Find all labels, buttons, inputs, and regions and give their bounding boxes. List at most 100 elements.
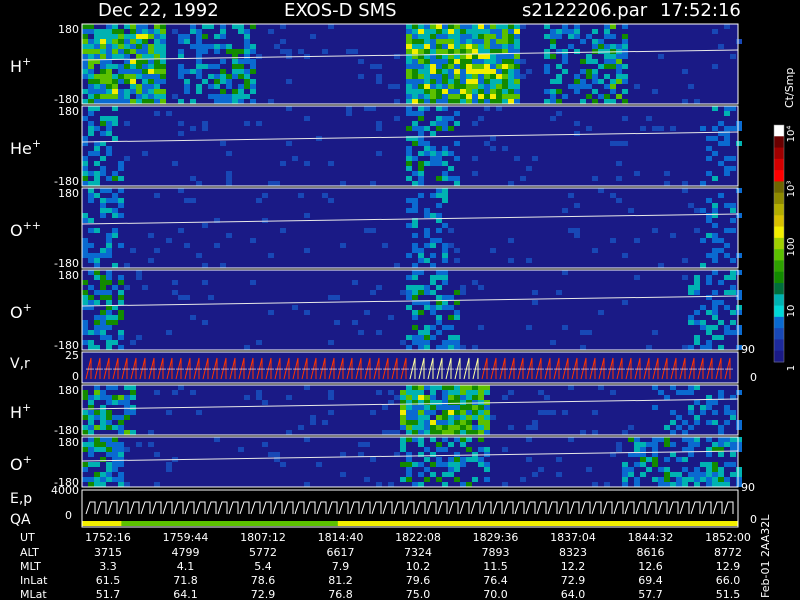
heatmap-cell bbox=[370, 64, 376, 69]
heatmap-cell bbox=[100, 405, 106, 410]
heatmap-cell bbox=[718, 141, 724, 146]
heatmap-cell bbox=[514, 99, 520, 104]
energy-mark bbox=[690, 501, 701, 515]
heatmap-cell bbox=[196, 253, 202, 258]
heatmap-cell bbox=[478, 116, 484, 121]
heatmap-cell bbox=[460, 430, 466, 435]
heatmap-cell bbox=[514, 54, 520, 59]
velocity-mark bbox=[436, 357, 443, 380]
velocity-mark bbox=[292, 357, 299, 380]
heatmap-cell bbox=[118, 94, 124, 99]
velocity-mark bbox=[391, 357, 398, 380]
heatmap-cell bbox=[442, 253, 448, 258]
heatmap-cell bbox=[670, 385, 676, 390]
heatmap-cell bbox=[412, 84, 418, 89]
heatmap-cell bbox=[94, 410, 100, 415]
heatmap-cell bbox=[412, 335, 418, 340]
heatmap-cell bbox=[106, 320, 112, 325]
heatmap-cell bbox=[220, 59, 226, 64]
energy-mark bbox=[415, 501, 426, 515]
heatmap-cell bbox=[454, 156, 460, 161]
heatmap-cell bbox=[100, 420, 106, 425]
heatmap-cell bbox=[496, 54, 502, 59]
heatmap-cell bbox=[88, 94, 94, 99]
heatmap-cell bbox=[436, 400, 442, 405]
heatmap-cell bbox=[496, 74, 502, 79]
heatmap-cell bbox=[304, 385, 310, 390]
heatmap-cell bbox=[196, 410, 202, 415]
heatmap-cell bbox=[88, 89, 94, 94]
heatmap-cell bbox=[112, 452, 118, 457]
heatmap-cell bbox=[718, 320, 724, 325]
heatmap-cell bbox=[118, 176, 124, 181]
heatmap-cell bbox=[448, 64, 454, 69]
heatmap-cell bbox=[460, 29, 466, 34]
heatmap-cell bbox=[712, 126, 718, 131]
heatmap-cell bbox=[112, 99, 118, 104]
ephemeris-value: 61.5 bbox=[96, 574, 121, 587]
colorbar-swatch bbox=[774, 283, 784, 295]
heatmap-cell bbox=[202, 223, 208, 228]
heatmap-cell bbox=[466, 84, 472, 89]
heatmap-cell bbox=[442, 390, 448, 395]
ephemeris-value: 8323 bbox=[559, 546, 587, 559]
heatmap-cell bbox=[442, 223, 448, 228]
heatmap-cell bbox=[730, 290, 736, 295]
heatmap-cell bbox=[424, 126, 430, 131]
heatmap-cell bbox=[238, 447, 244, 452]
heatmap-cell bbox=[490, 24, 496, 29]
heatmap-cell bbox=[130, 340, 136, 345]
heatmap-cell bbox=[664, 437, 670, 442]
heatmap-cell bbox=[448, 89, 454, 94]
heatmap-cell bbox=[586, 467, 592, 472]
heatmap-cell bbox=[418, 69, 424, 74]
velocity-mark bbox=[355, 357, 362, 380]
heatmap-cell bbox=[406, 400, 412, 405]
heatmap-cell bbox=[724, 330, 730, 335]
heatmap-cell bbox=[418, 126, 424, 131]
heatmap-cell bbox=[514, 29, 520, 34]
heatmap-cell bbox=[82, 330, 88, 335]
ephemeris-row-label: MLT bbox=[20, 560, 41, 573]
heatmap-cell bbox=[520, 477, 526, 482]
heatmap-cell bbox=[406, 305, 412, 310]
heatmap-cell bbox=[430, 89, 436, 94]
heatmap-cell bbox=[508, 39, 514, 44]
heatmap-cell bbox=[112, 121, 118, 126]
heatmap-cell bbox=[130, 29, 136, 34]
heatmap-cell bbox=[586, 84, 592, 89]
heatmap-cell bbox=[88, 482, 94, 487]
heatmap-cell bbox=[484, 49, 490, 54]
heatmap-cell bbox=[406, 223, 412, 228]
energy-mark bbox=[437, 501, 448, 515]
heatmap-cell bbox=[712, 315, 718, 320]
heatmap-cell bbox=[442, 94, 448, 99]
colorbar-swatch bbox=[774, 170, 784, 182]
heatmap-cell bbox=[100, 84, 106, 89]
ephemeris-value: 51.5 bbox=[716, 588, 741, 600]
ephemeris-row-label: MLat bbox=[20, 588, 47, 600]
heatmap-cell bbox=[430, 151, 436, 156]
heatmap-cell bbox=[718, 467, 724, 472]
heatmap-cell bbox=[436, 420, 442, 425]
heatmap-cell bbox=[172, 280, 178, 285]
heatmap-cell bbox=[604, 74, 610, 79]
heatmap-cell bbox=[226, 99, 232, 104]
velocity-panel-label: V,r bbox=[10, 356, 30, 372]
heatmap-cell bbox=[88, 270, 94, 275]
ephemeris-value: 70.0 bbox=[483, 588, 508, 600]
energy-mark bbox=[151, 501, 162, 515]
heatmap-cell bbox=[394, 430, 400, 435]
heatmap-cell bbox=[412, 275, 418, 280]
heatmap-cell bbox=[622, 116, 628, 121]
ion-label-species: H bbox=[10, 403, 22, 422]
heatmap-cell bbox=[328, 295, 334, 300]
heatmap-cell bbox=[682, 275, 688, 280]
heatmap-cell bbox=[82, 69, 88, 74]
heatmap-cell bbox=[424, 425, 430, 430]
heatmap-cell bbox=[244, 59, 250, 64]
heatmap-cell bbox=[118, 166, 124, 171]
heatmap-cell bbox=[478, 420, 484, 425]
heatmap-cell bbox=[478, 79, 484, 84]
velocity-mark bbox=[274, 357, 281, 380]
